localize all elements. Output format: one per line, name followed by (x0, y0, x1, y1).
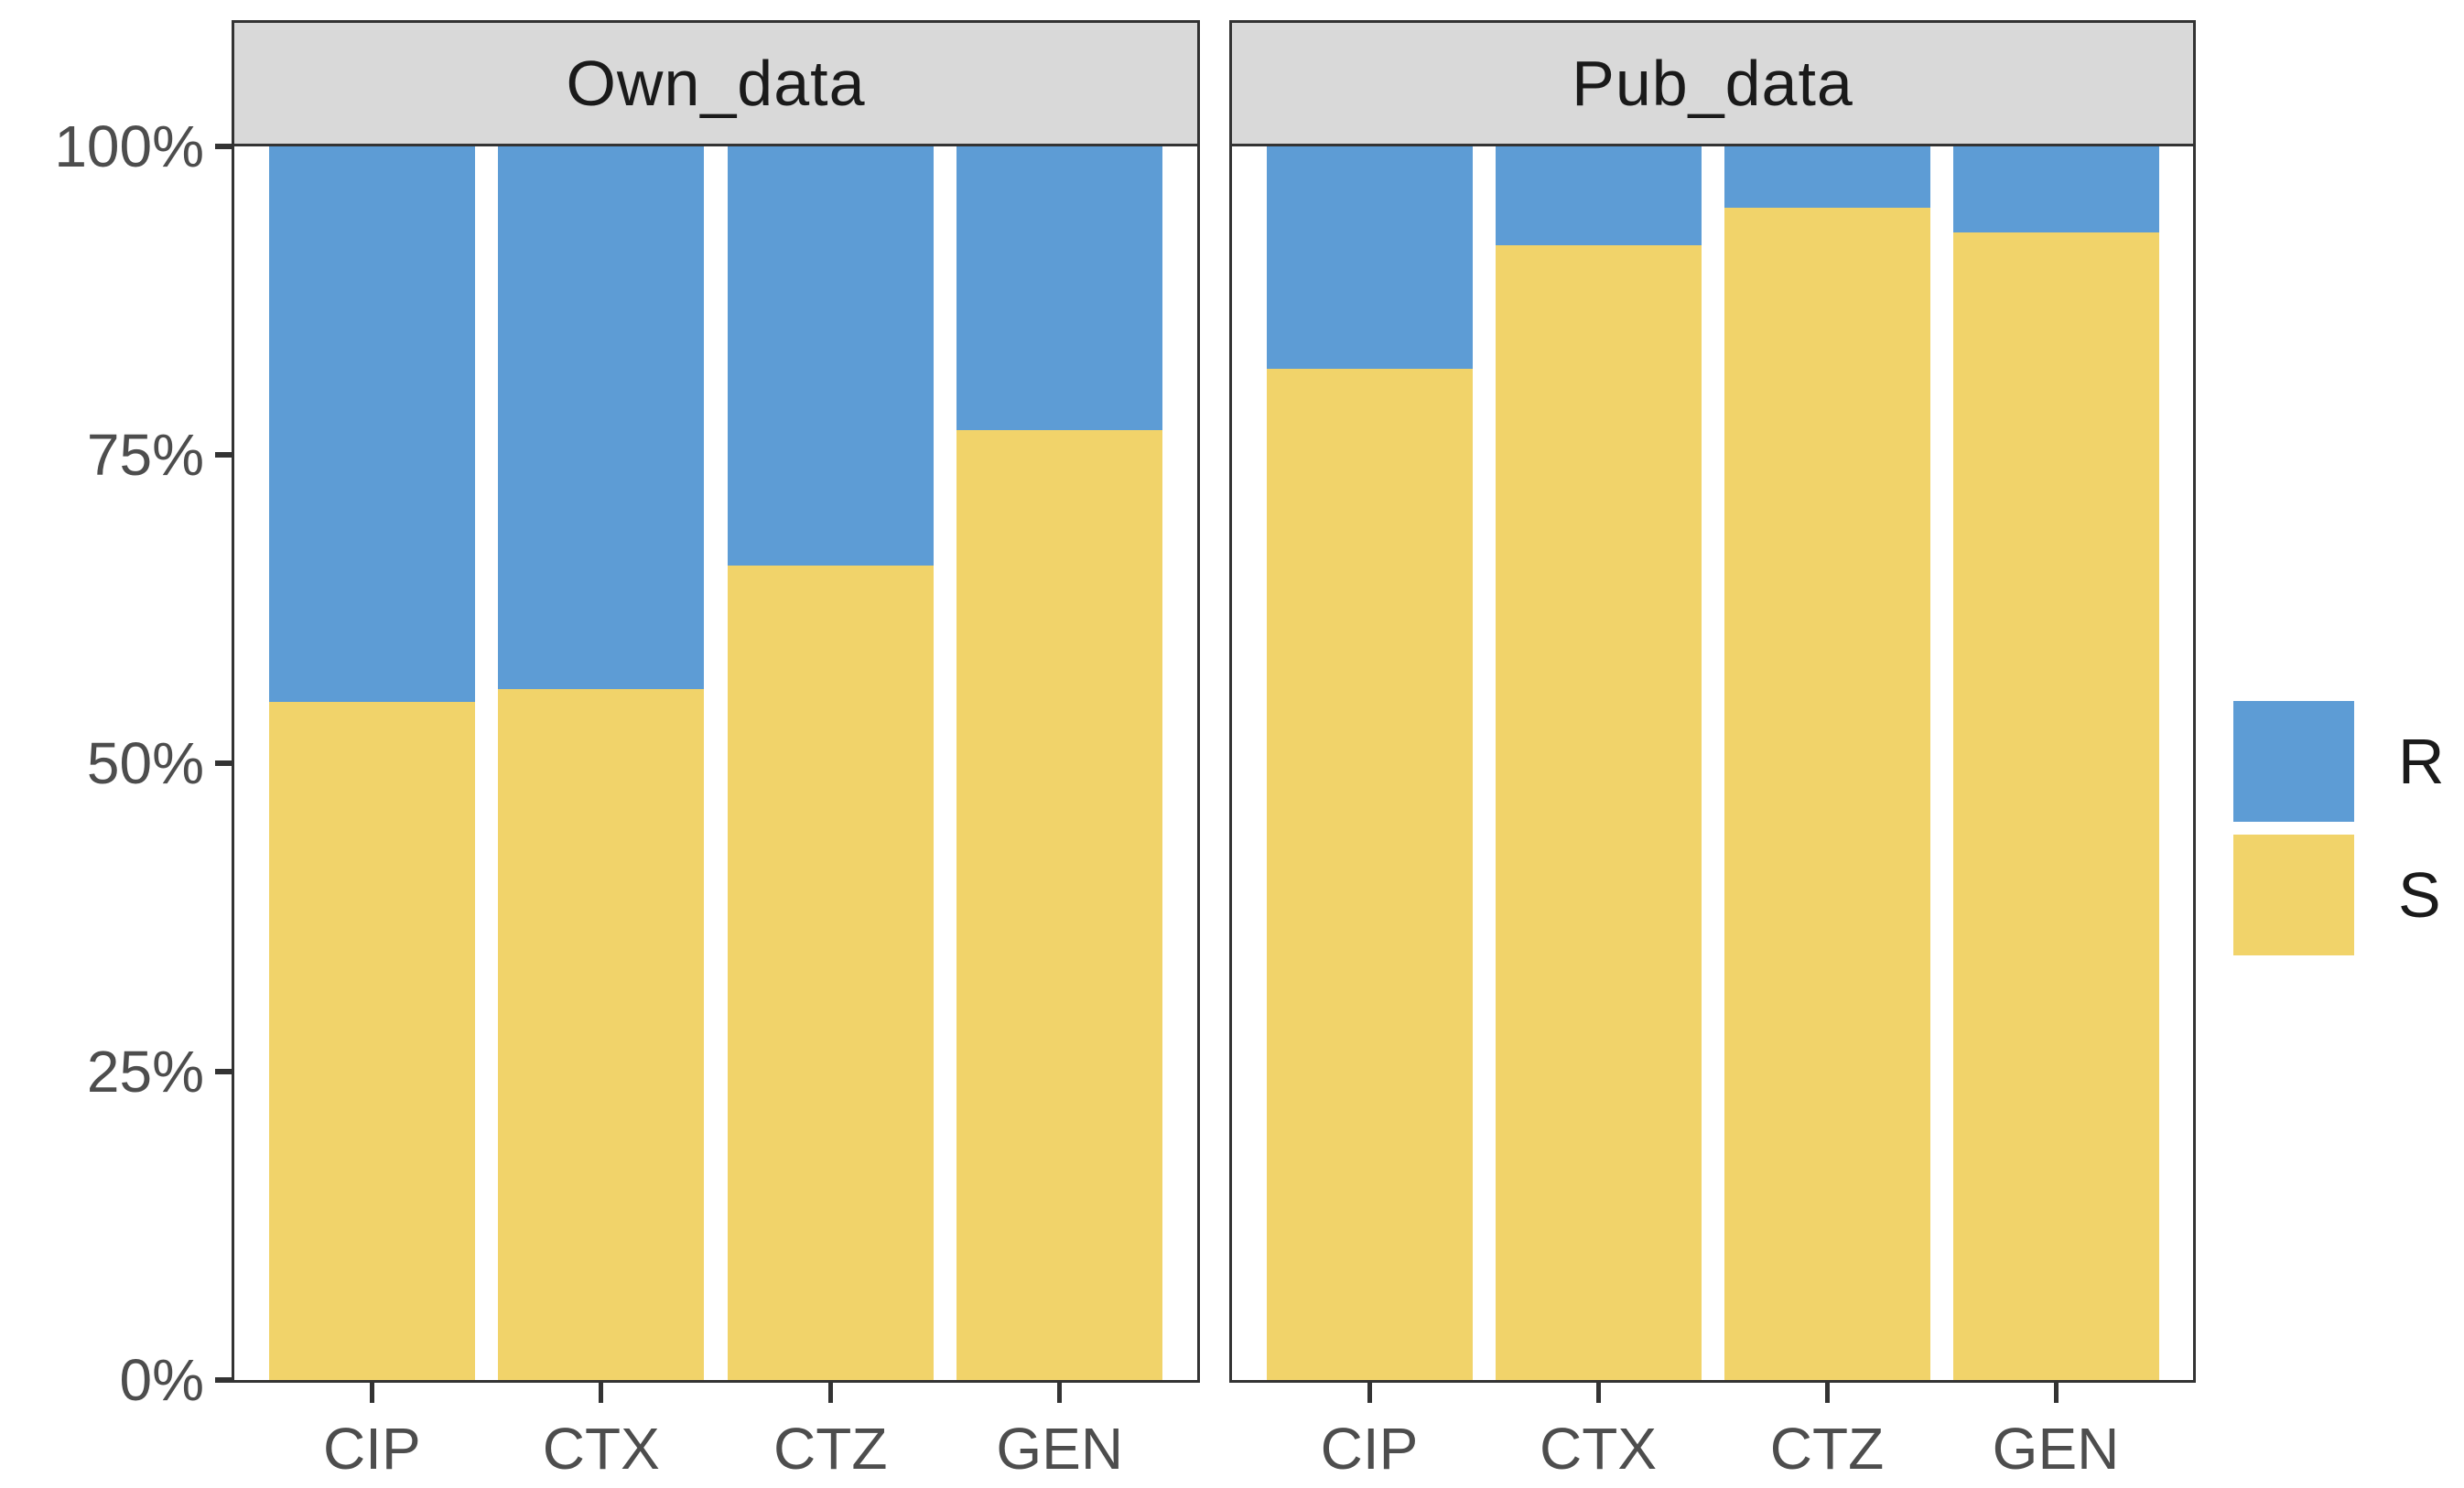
bar-segment-r-own-data-cip (268, 146, 475, 702)
bar-group-own-data-ctz (727, 146, 934, 1380)
bar-segment-s-pub-data-ctz (1724, 208, 1930, 1380)
x-tick-mark (827, 1383, 833, 1403)
facet-strip-label: Pub_data (1572, 48, 1853, 119)
facet-strip: Own_data (232, 20, 1200, 146)
y-tick-label: 50% (86, 730, 204, 796)
y-tick-mark (215, 1377, 232, 1383)
x-tick-label: CIP (1320, 1416, 1419, 1482)
bar-group-pub-data-gen (1952, 146, 2159, 1380)
x-tick-label: GEN (996, 1416, 1124, 1482)
x-tick-label: GEN (1992, 1416, 2120, 1482)
legend-label-s: S (2398, 859, 2441, 931)
bar-segment-r-pub-data-cip (1266, 146, 1473, 369)
bar-segment-r-pub-data-gen (1952, 146, 2159, 233)
y-tick-label: 100% (54, 113, 204, 179)
x-tick-label: CIP (322, 1416, 421, 1482)
bar-segment-s-own-data-ctz (727, 566, 934, 1380)
facet-strip: Pub_data (1229, 20, 2196, 146)
x-tick-mark (1824, 1383, 1830, 1403)
bar-group-own-data-cip (268, 146, 475, 1380)
y-tick-mark (215, 144, 232, 149)
x-tick-mark (1595, 1383, 1601, 1403)
y-tick-mark (215, 760, 232, 766)
x-tick-mark (1367, 1383, 1372, 1403)
y-tick-label: 25% (86, 1039, 204, 1105)
bar-segment-s-own-data-gen (956, 430, 1163, 1380)
x-tick-mark (2053, 1383, 2059, 1403)
bar-group-own-data-gen (956, 146, 1163, 1380)
legend-key-s (2233, 835, 2354, 955)
bar-segment-r-pub-data-ctz (1724, 146, 1930, 209)
x-tick-label: CTX (1540, 1416, 1657, 1482)
x-tick-label: CTZ (1769, 1416, 1885, 1482)
x-tick-mark (369, 1383, 374, 1403)
bar-segment-s-own-data-ctx (498, 689, 705, 1380)
bar-group-pub-data-cip (1266, 146, 1473, 1380)
x-tick-label: CTX (542, 1416, 660, 1482)
plot-area (1229, 144, 2196, 1383)
y-tick-mark (215, 1069, 232, 1074)
y-tick-label: 0% (119, 1347, 205, 1413)
x-tick-label: CTZ (773, 1416, 888, 1482)
bar-segment-r-own-data-ctx (498, 146, 705, 690)
legend-key-r (2233, 701, 2354, 822)
y-tick-mark (215, 452, 232, 458)
bar-segment-s-own-data-cip (268, 701, 475, 1380)
plot-area (232, 144, 1200, 1383)
facet-strip-label: Own_data (566, 48, 866, 119)
bar-group-own-data-ctx (498, 146, 705, 1380)
bar-segment-r-pub-data-ctx (1495, 146, 1702, 245)
bar-segment-r-own-data-gen (956, 146, 1163, 431)
legend-label-r: R (2398, 726, 2445, 797)
bar-segment-s-pub-data-gen (1952, 232, 2159, 1380)
x-tick-mark (599, 1383, 604, 1403)
bar-group-pub-data-ctz (1724, 146, 1930, 1380)
bar-segment-r-own-data-ctz (727, 146, 934, 566)
y-tick-label: 75% (86, 422, 204, 488)
x-tick-mark (1057, 1383, 1063, 1403)
bar-segment-s-pub-data-cip (1266, 368, 1473, 1380)
bar-segment-s-pub-data-ctx (1495, 244, 1702, 1380)
bar-group-pub-data-ctx (1495, 146, 1702, 1380)
